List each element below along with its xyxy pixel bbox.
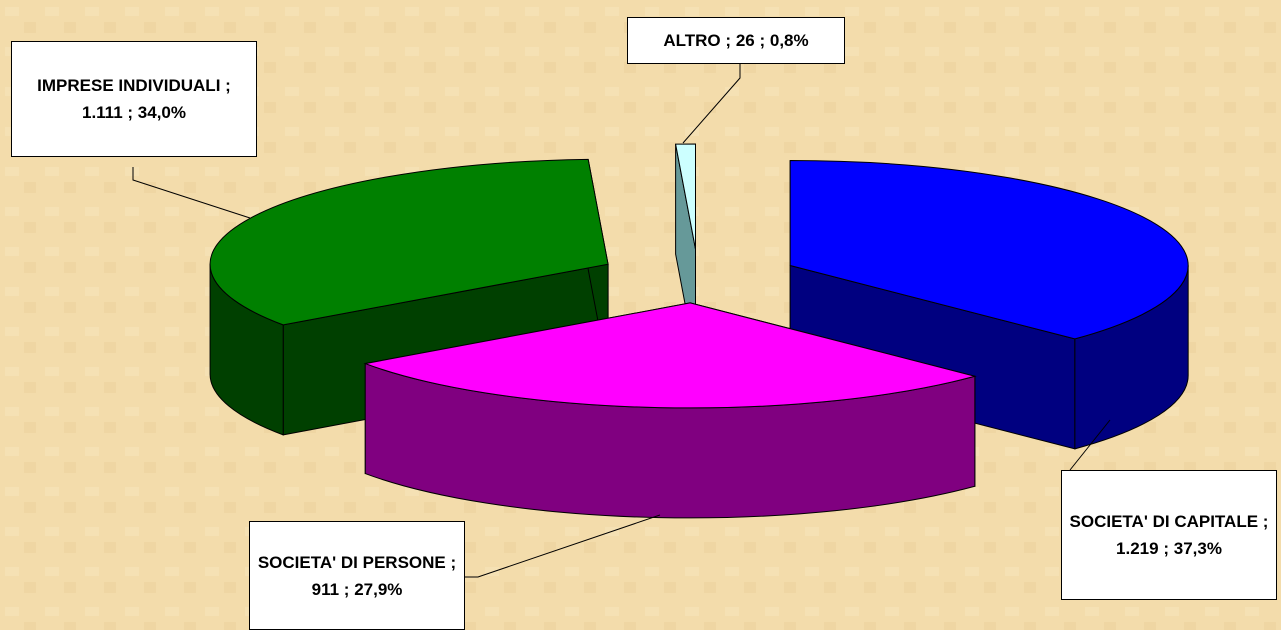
label-part: ; xyxy=(225,76,231,95)
label-box: ALTRO ; 26 ; 0,8% xyxy=(627,17,845,64)
label-part: 1.219 xyxy=(1116,539,1159,558)
label-part: ; xyxy=(1262,512,1269,531)
leader-line xyxy=(1069,419,1111,471)
slice xyxy=(209,158,609,326)
label-part: ; xyxy=(450,552,457,572)
label-box: SOCIETA' DI PERSONE ; 911 ; 27,9% xyxy=(249,521,465,630)
label-text: IMPRESE INDIVIDUALI ; 1.111 ; 34,0% xyxy=(16,72,252,126)
data-label: SOCIETA' DI CAPITALE ; 1.219 ; 37,3% xyxy=(1061,470,1277,600)
leader-line xyxy=(682,64,741,144)
label-part: 0,8% xyxy=(769,31,809,50)
label-part: ; xyxy=(1163,539,1169,558)
leader-line xyxy=(465,514,661,578)
data-label: IMPRESE INDIVIDUALI ; 1.111 ; 34,0% xyxy=(11,41,257,157)
data-label: ALTRO ; 26 ; 0,8% xyxy=(627,17,845,64)
label-part: ; xyxy=(127,103,134,122)
slice xyxy=(789,160,1189,340)
label-part: 34,0% xyxy=(137,103,186,122)
label-part: 27,9% xyxy=(354,579,403,599)
label-part: ALTRO xyxy=(663,31,721,50)
data-label: SOCIETA' DI PERSONE ; 911 ; 27,9% xyxy=(249,521,465,630)
label-part: ; xyxy=(343,579,350,599)
label-box: SOCIETA' DI CAPITALE ; 1.219 ; 37,3% xyxy=(1061,470,1277,600)
label-text: SOCIETA' DI PERSONE ; 911 ; 27,9% xyxy=(254,549,460,603)
label-part: IMPRESE INDIVIDUALI xyxy=(37,76,221,95)
slice xyxy=(363,302,977,409)
label-box: IMPRESE INDIVIDUALI ; 1.111 ; 34,0% xyxy=(11,41,257,157)
leader-line xyxy=(132,167,251,219)
label-part: SOCIETA' DI CAPITALE xyxy=(1069,512,1259,531)
label-text: ALTRO ; 26 ; 0,8% xyxy=(663,27,808,54)
label-part: ; xyxy=(759,31,766,50)
label-part: 1.111 xyxy=(81,103,123,122)
pie xyxy=(209,143,1189,519)
label-part: 911 xyxy=(311,579,340,599)
slice xyxy=(675,143,696,250)
label-part: ; xyxy=(725,31,732,50)
label-text: SOCIETA' DI CAPITALE ; 1.219 ; 37,3% xyxy=(1066,508,1272,562)
label-part: 26 xyxy=(735,31,755,50)
label-part: SOCIETA' DI PERSONE xyxy=(257,552,446,572)
label-part: 37,3% xyxy=(1173,539,1222,558)
labels: SOCIETA' DI CAPITALE ; 1.219 ; 37,3%SOCI… xyxy=(11,17,1277,630)
